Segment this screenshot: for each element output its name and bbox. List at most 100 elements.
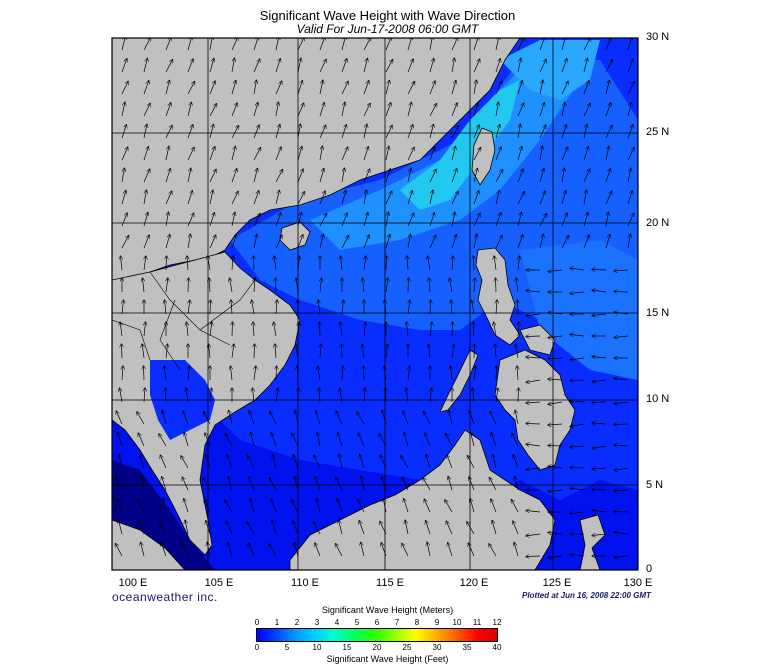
map-frame <box>111 37 639 571</box>
wave-arrow <box>452 322 453 337</box>
wave-arrow <box>614 312 629 314</box>
colorbar-title-feet: Significant Wave Height (Feet) <box>326 654 449 664</box>
wave-arrow <box>429 344 431 359</box>
wave-zone-cyan <box>400 80 520 210</box>
wave-arrow <box>495 235 502 249</box>
wave-zone-north <box>500 40 600 100</box>
wave-arrow <box>561 102 565 117</box>
wave-arrow <box>275 102 278 117</box>
wave-arrow <box>526 357 541 358</box>
wave-arrow <box>118 433 123 447</box>
wave-arrow <box>451 300 452 315</box>
wave-arrow <box>187 147 194 161</box>
wave-arrow <box>627 59 633 73</box>
wave-arrow <box>166 256 167 271</box>
wave-arrow <box>275 190 279 205</box>
wave-arrow <box>317 432 321 447</box>
wave-arrow <box>473 213 480 227</box>
wave-arrow <box>426 521 431 535</box>
wave-arrow <box>429 235 436 249</box>
wave-arrow <box>473 103 478 117</box>
wave-arrow <box>526 444 541 446</box>
wave-arrow <box>319 59 326 73</box>
wave-arrow <box>402 477 409 491</box>
wave-arrow <box>451 169 457 183</box>
wave-arrow <box>121 168 124 183</box>
wave-arrow <box>605 125 612 139</box>
wave-arrow <box>491 433 497 447</box>
feet-tick: 10 <box>312 643 322 652</box>
plotted-time: Plotted at Jun 16, 2008 22:00 GMT <box>522 591 651 600</box>
wave-arrow <box>407 59 413 73</box>
wave-arrow <box>605 38 611 51</box>
wave-arrow <box>548 533 563 535</box>
wave-arrow <box>570 446 585 447</box>
wave-zone-east <box>520 240 638 380</box>
wave-arrow <box>297 38 304 51</box>
wave-arrow <box>407 82 415 95</box>
wave-arrow <box>561 213 567 227</box>
wave-arrow <box>380 521 387 535</box>
wave-arrow <box>516 344 519 359</box>
wave-arrow <box>340 322 342 337</box>
wave-arrow <box>614 490 629 491</box>
wave-arrow <box>517 235 523 249</box>
wave-arrow <box>187 256 188 271</box>
wave-arrow <box>570 358 585 360</box>
wave-arrow <box>253 103 258 117</box>
wave-arrow <box>493 454 497 469</box>
wave-arrow <box>570 488 585 490</box>
wave-arrow <box>428 256 431 271</box>
wave-arrow <box>592 445 607 448</box>
feet-tick: 30 <box>432 643 442 652</box>
wave-arrow <box>341 213 347 227</box>
wave-arrow <box>121 125 126 139</box>
wave-arrow <box>363 103 370 117</box>
wave-arrow <box>384 366 386 381</box>
wave-arrow <box>295 476 299 491</box>
wave-arrow <box>451 58 454 73</box>
wave-arrow <box>335 544 343 557</box>
wave-arrow <box>292 433 299 447</box>
wave-arrow <box>495 344 496 359</box>
wave-arrow <box>517 58 521 73</box>
wave-arrow <box>209 278 210 293</box>
wave-arrow <box>467 456 475 469</box>
wave-arrow <box>449 410 453 425</box>
wave-arrow <box>254 366 256 381</box>
wave-arrow <box>187 125 193 139</box>
wave-arrow <box>516 278 518 293</box>
wave-arrow <box>592 380 607 382</box>
wave-arrow <box>319 103 324 117</box>
wave-arrow <box>605 169 610 183</box>
wave-arrow <box>187 102 191 117</box>
wave-arrow <box>342 300 344 315</box>
wave-arrow <box>275 235 282 249</box>
wave-arrow <box>517 103 524 117</box>
wave-arrow <box>336 411 343 425</box>
wave-arrow <box>209 59 214 73</box>
wave-arrow <box>361 542 365 557</box>
wave-arrow <box>297 169 303 183</box>
wave-arrow <box>448 543 453 557</box>
wave-arrow <box>430 300 431 315</box>
wave-arrow <box>526 336 541 337</box>
meter-tick: 2 <box>294 618 300 627</box>
wave-arrow <box>451 81 456 95</box>
wave-arrow <box>209 213 214 227</box>
wave-arrow <box>385 300 387 315</box>
meter-tick: 3 <box>314 618 320 627</box>
wave-arrow <box>627 168 631 183</box>
wave-arrow <box>446 521 453 535</box>
wave-arrow <box>583 213 588 227</box>
wave-arrow <box>473 191 479 205</box>
wave-arrow <box>122 300 124 315</box>
wave-arrow <box>385 212 388 227</box>
wave-arrow <box>320 344 321 359</box>
wave-arrow <box>404 499 409 513</box>
page-title: Significant Wave Height with Wave Direct… <box>259 8 516 23</box>
wave-arrow <box>186 388 188 403</box>
wave-arrow <box>517 366 518 381</box>
wave-arrow <box>385 60 393 73</box>
wave-arrow <box>407 322 409 337</box>
